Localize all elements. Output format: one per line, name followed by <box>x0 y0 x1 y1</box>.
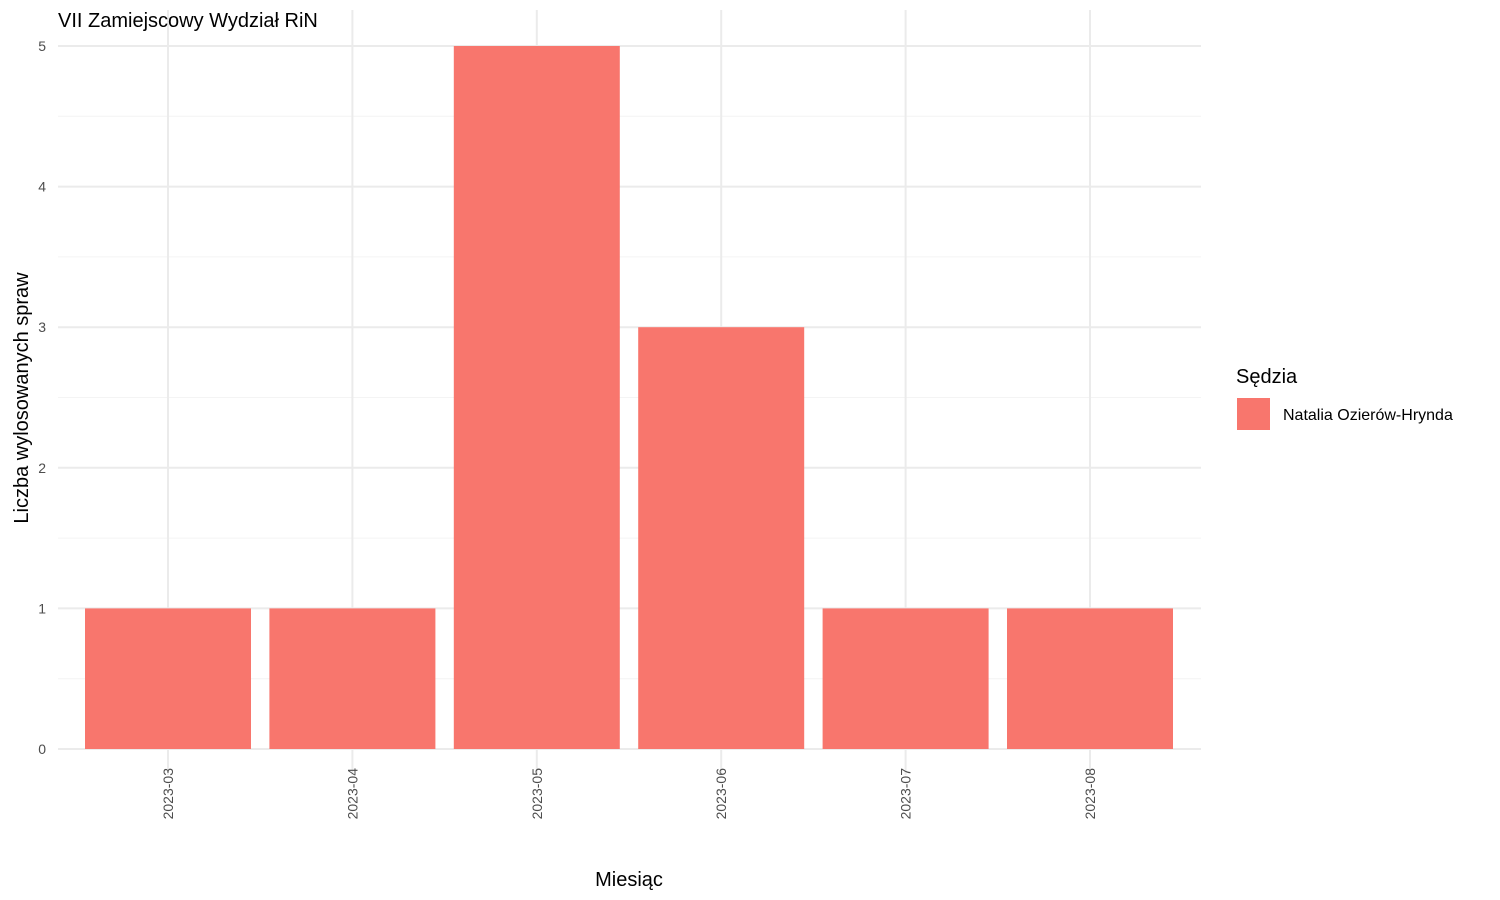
y-tick-label: 0 <box>38 741 46 757</box>
bar-2023-06 <box>638 327 805 749</box>
bar-2023-04 <box>269 608 436 749</box>
x-axis-ticks: 2023-03 2023-04 2023-05 2023-06 2023-07 2023-… <box>160 768 1098 820</box>
bar-2023-05 <box>453 46 620 749</box>
y-tick-label: 1 <box>38 600 46 616</box>
x-tick-label: 2023-05 <box>529 768 545 820</box>
x-tick-label: 2023-04 <box>344 768 360 820</box>
y-tick-label: 5 <box>38 38 46 54</box>
legend: Sędzia Natalia Ozierów-Hrynda <box>1236 366 1453 430</box>
chart-title: VII Zamiejscowy Wydział RiN <box>58 10 318 32</box>
x-tick-label: 2023-08 <box>1082 768 1098 820</box>
bars <box>85 46 1173 749</box>
y-axis-title: Liczba wylosowanych spraw <box>11 272 33 524</box>
y-tick-label: 4 <box>38 179 46 195</box>
y-tick-label: 2 <box>38 460 46 476</box>
x-axis-title: Miesiąc <box>595 869 663 891</box>
legend-key <box>1237 398 1270 430</box>
x-tick-label: 2023-03 <box>160 768 176 820</box>
bar-2023-07 <box>822 608 989 749</box>
y-tick-label: 3 <box>38 319 46 335</box>
x-tick-label: 2023-06 <box>713 768 729 820</box>
bar-2023-03 <box>85 608 251 749</box>
legend-label: Natalia Ozierów-Hrynda <box>1283 407 1453 424</box>
y-axis-ticks: 0 1 2 3 4 5 <box>38 38 46 757</box>
x-tick-label: 2023-07 <box>898 768 914 820</box>
legend-title: Sędzia <box>1236 366 1298 388</box>
bar-2023-08 <box>1007 608 1173 749</box>
